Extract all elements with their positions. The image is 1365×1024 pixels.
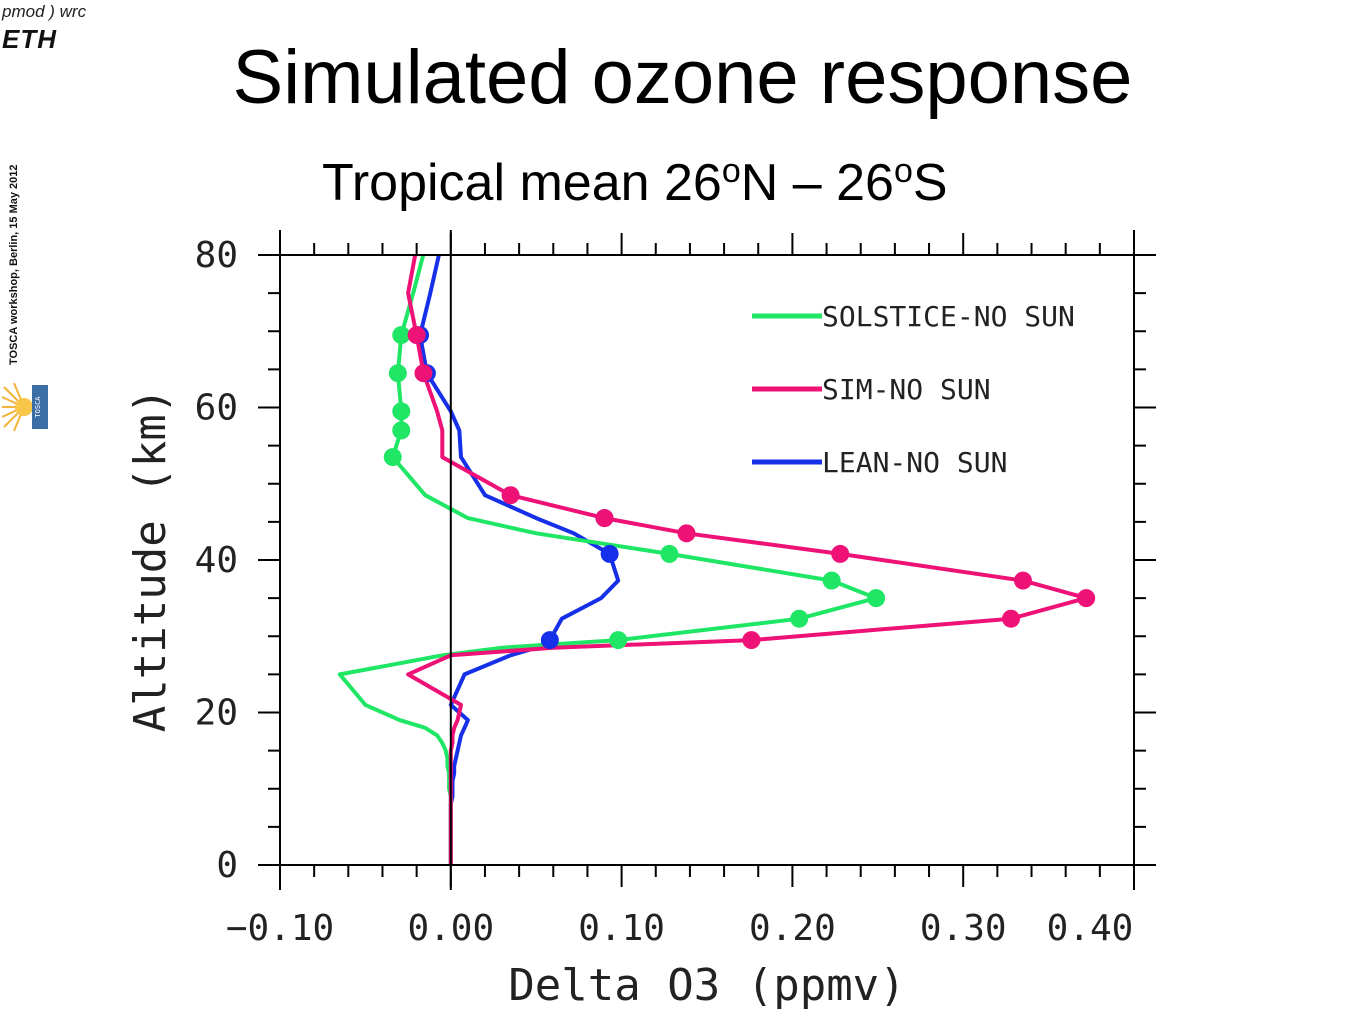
pmod-wrc-logo: pmod ) wrc [2, 2, 86, 22]
subtitle-part-2: N – 26 [740, 154, 894, 212]
y-axis-label: Altitude (km) [125, 388, 176, 732]
degree-sup-2: o [893, 152, 913, 190]
data-marker [595, 509, 614, 528]
data-marker [414, 364, 433, 383]
data-marker [501, 486, 520, 505]
data-marker [383, 448, 402, 467]
tosca-logo: TOSCA [2, 383, 48, 431]
y-tick-label: 60 [195, 388, 238, 429]
data-marker [600, 544, 619, 563]
data-marker [609, 631, 628, 650]
x-tick-label: 0.20 [749, 908, 836, 949]
subtitle-part-1: Tropical mean 26 [322, 154, 722, 212]
data-marker [1002, 609, 1021, 628]
series-line [406, 255, 1089, 865]
data-marker [822, 571, 841, 590]
data-marker [540, 631, 559, 650]
x-tick-label: 0.40 [1047, 908, 1134, 949]
legend-label: LEAN-NO SUN [822, 446, 1007, 479]
x-tick-label: 0.00 [407, 908, 494, 949]
subtitle-part-3: S [912, 154, 948, 212]
wrc-text: wrc [59, 2, 87, 21]
data-marker [867, 589, 886, 608]
data-marker [831, 544, 850, 563]
data-marker [790, 609, 809, 628]
sun-arc-icon: ) [44, 2, 60, 21]
data-marker [392, 402, 411, 421]
data-marker [392, 326, 411, 345]
pmod-text: pmod [2, 2, 45, 21]
data-marker [742, 631, 761, 650]
x-tick-label: −0.10 [226, 908, 334, 949]
data-marker [1013, 571, 1032, 590]
tosca-logo-text: TOSCA [34, 396, 42, 418]
y-tick-label: 20 [195, 693, 238, 734]
y-tick-label: 80 [195, 235, 238, 276]
legend-label: SIM-NO SUN [822, 373, 991, 406]
data-marker [407, 326, 426, 345]
y-tick-label: 0 [216, 845, 238, 886]
plot-frame [279, 254, 1135, 866]
pmod-wrc-eth-logo: pmod ) wrc ETH [2, 2, 86, 55]
slide-title: Simulated ozone response [232, 35, 1133, 120]
eth-logo: ETH [2, 24, 57, 54]
data-marker [388, 364, 407, 383]
data-marker [1077, 589, 1096, 608]
legend-label: SOLSTICE-NO SUN [822, 300, 1075, 333]
slide-subtitle: Tropical mean 26oN – 26oS [322, 152, 948, 213]
x-tick-label: 0.10 [578, 908, 665, 949]
degree-sup-1: o [721, 152, 741, 190]
data-marker [677, 524, 696, 543]
x-axis-label: Delta O3 (ppmv) [508, 960, 905, 1011]
data-marker [392, 421, 411, 440]
data-marker [660, 544, 679, 563]
x-tick-label: 0.30 [920, 908, 1007, 949]
y-tick-label: 40 [195, 540, 238, 581]
